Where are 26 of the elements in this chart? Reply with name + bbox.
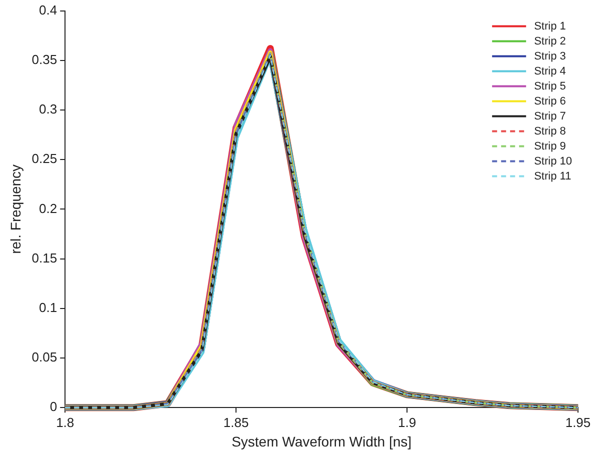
legend-label: Strip 11 — [534, 170, 572, 182]
y-tick-label: 0.35 — [32, 52, 58, 67]
x-axis-title: System Waveform Width [ns] — [232, 433, 412, 450]
legend-label: Strip 3 — [534, 50, 566, 62]
legend-label: Strip 5 — [534, 80, 566, 92]
legend-label: Strip 10 — [534, 155, 572, 168]
x-tick-label: 1.95 — [565, 414, 591, 430]
y-tick-label: 0 — [50, 399, 58, 414]
legend-label: Strip 7 — [534, 110, 566, 122]
legend-label: Strip 6 — [534, 95, 566, 108]
x-tick-label: 1.85 — [223, 414, 249, 430]
y-tick-label: 0.05 — [32, 350, 58, 365]
y-tick-label: 0.3 — [39, 102, 58, 117]
y-tick-label: 0.2 — [39, 200, 58, 216]
legend-label: Strip 2 — [534, 35, 566, 48]
x-tick-label: 1.8 — [56, 414, 74, 430]
y-tick-label: 0.4 — [39, 2, 58, 18]
y-tick-label: 0.15 — [32, 250, 58, 266]
legend-label: Strip 9 — [534, 140, 566, 152]
x-tick-label: 1.9 — [398, 414, 416, 430]
y-tick-label: 0.25 — [32, 151, 58, 166]
y-tick-label: 0.1 — [39, 300, 58, 315]
legend-label: Strip 1 — [534, 20, 566, 32]
y-axis-title: rel. Frequency — [7, 164, 24, 254]
legend-label: Strip 4 — [534, 65, 566, 78]
legend-label: Strip 8 — [534, 125, 566, 138]
